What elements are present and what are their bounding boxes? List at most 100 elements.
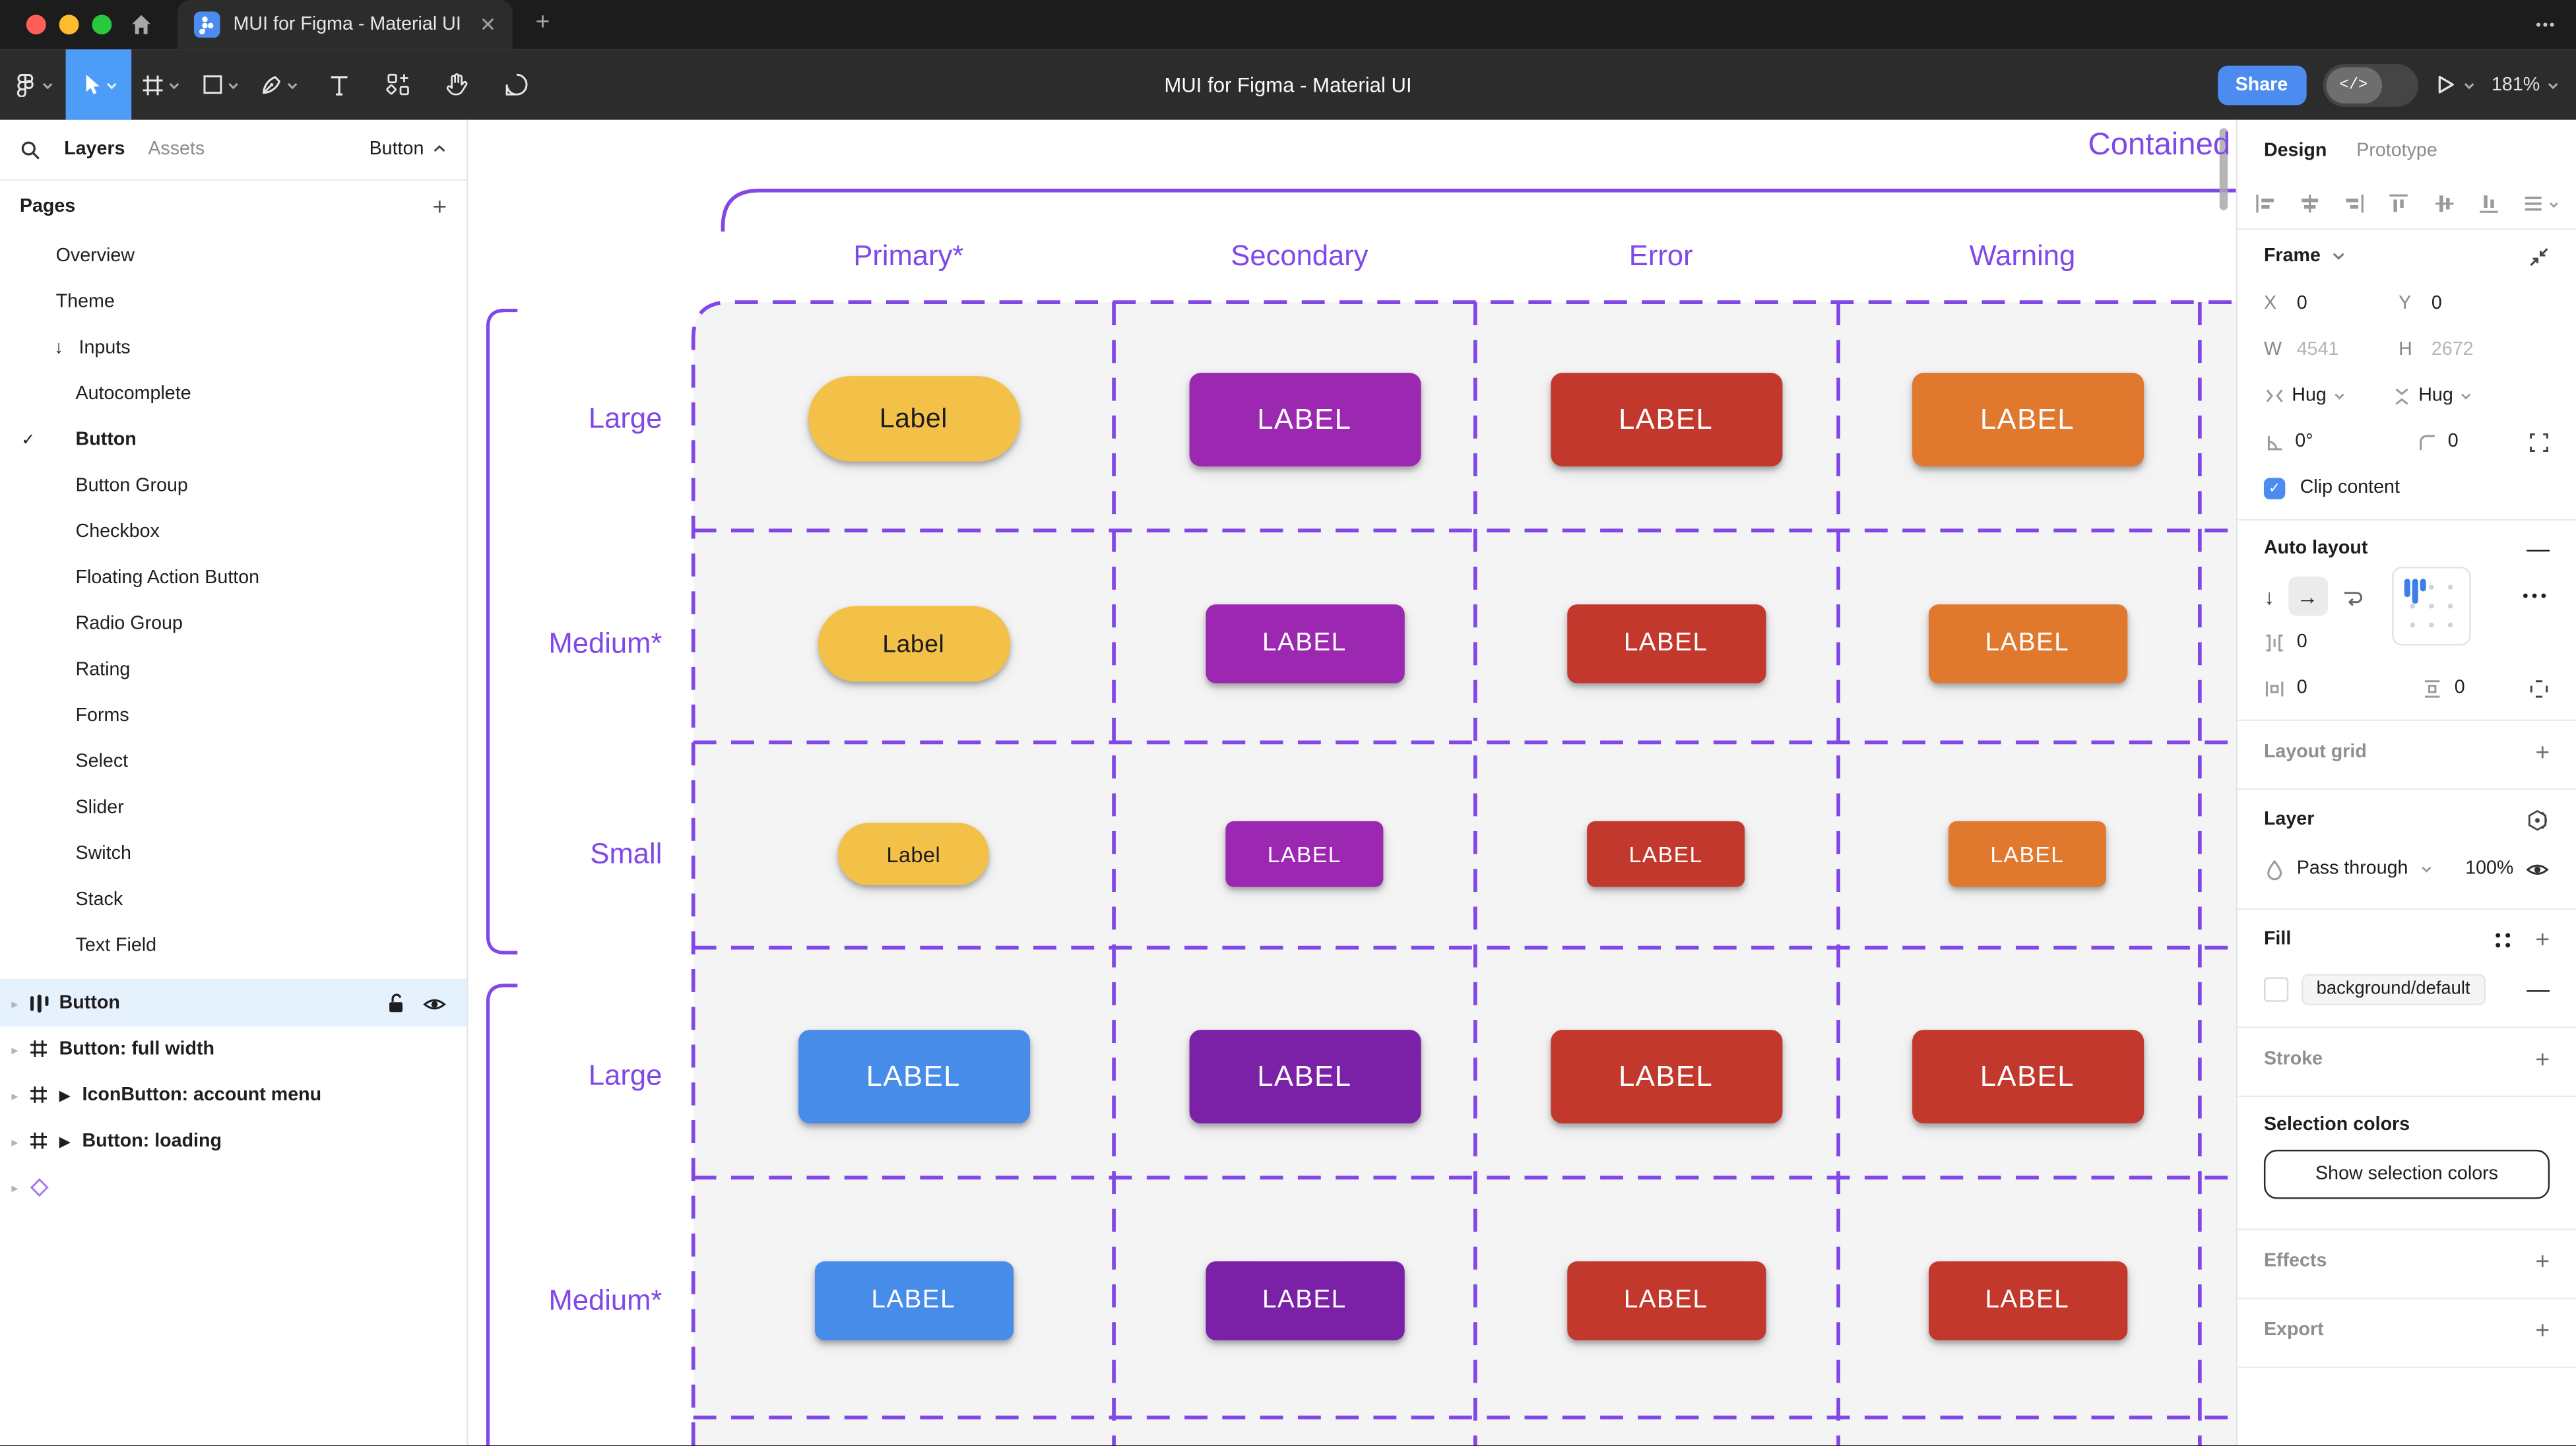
- resources-tool-button[interactable]: [368, 49, 428, 120]
- align-top-icon[interactable]: [2388, 192, 2411, 215]
- page-selector[interactable]: Button: [370, 140, 447, 160]
- remove-fill-button[interactable]: —: [2527, 975, 2550, 1002]
- add-effect-button[interactable]: +: [2535, 1247, 2550, 1276]
- canvas-button-r1c3[interactable]: LABEL: [1550, 371, 1782, 466]
- fill-color-swatch[interactable]: [2263, 976, 2289, 1001]
- distribute-menu[interactable]: [2522, 192, 2560, 215]
- shrink-to-fit-icon[interactable]: [2528, 245, 2550, 267]
- add-fill-button[interactable]: +: [2535, 926, 2550, 954]
- auto-layout-vertical-icon[interactable]: ↓: [2263, 584, 2275, 609]
- y-field-value[interactable]: 0: [2431, 294, 2442, 314]
- auto-layout-wrap-icon[interactable]: [2340, 586, 2365, 607]
- page-item-theme[interactable]: Theme: [0, 279, 467, 325]
- shape-tool-button[interactable]: [191, 49, 250, 120]
- text-tool-button[interactable]: [309, 49, 368, 120]
- page-item-select[interactable]: Select: [0, 739, 467, 785]
- main-menu-button[interactable]: [0, 49, 66, 120]
- gap-value[interactable]: 0: [2296, 632, 2307, 652]
- page-item-stack[interactable]: Stack: [0, 877, 467, 924]
- auto-layout-alignment-pad[interactable]: [2392, 566, 2471, 646]
- add-export-button[interactable]: +: [2535, 1316, 2550, 1344]
- layer-item-button[interactable]: ▸ Button: [0, 980, 467, 1027]
- canvas-button-r3c3[interactable]: LABEL: [1587, 821, 1745, 887]
- layer-item--menu-[interactable]: ▸: [0, 1164, 467, 1210]
- independent-padding-icon[interactable]: [2528, 677, 2550, 699]
- frame-title[interactable]: Contained: [2088, 128, 2231, 163]
- x-field-value[interactable]: 0: [2296, 294, 2307, 314]
- unlock-icon[interactable]: [386, 992, 406, 1015]
- page-item-overview[interactable]: Overview: [0, 234, 467, 280]
- page-item-button[interactable]: ✓ Button: [0, 417, 467, 463]
- new-tab-button[interactable]: +: [535, 8, 550, 36]
- layer-item-button-full-width[interactable]: ▸ Button: full width: [0, 1026, 467, 1073]
- canvas-button-r2c3[interactable]: LABEL: [1566, 604, 1766, 683]
- layer-item-button-loading[interactable]: ▸ ▶ Button: loading: [0, 1119, 467, 1165]
- blend-mode-icon[interactable]: [2525, 807, 2550, 832]
- traffic-light-zoom[interactable]: [92, 15, 112, 35]
- zoom-level-control[interactable]: 181%: [2492, 75, 2560, 94]
- fill-styles-icon[interactable]: [2494, 930, 2512, 948]
- export-section-header[interactable]: Export: [2263, 1320, 2324, 1340]
- stroke-section-header[interactable]: Stroke: [2263, 1049, 2323, 1069]
- canvas-button-r1c4[interactable]: LABEL: [1911, 371, 2143, 466]
- canvas-button-r2c4[interactable]: LABEL: [1927, 604, 2127, 683]
- frame-tool-button[interactable]: [131, 49, 191, 120]
- canvas-button-r3c1[interactable]: Label: [837, 823, 989, 886]
- blend-mode-value[interactable]: Pass through: [2296, 859, 2408, 879]
- page-item-rating[interactable]: Rating: [0, 647, 467, 693]
- auto-layout-section-header[interactable]: Auto layout: [2263, 538, 2368, 559]
- file-tab[interactable]: MUI for Figma - Material UI ✕: [177, 0, 513, 49]
- search-icon[interactable]: [20, 139, 41, 160]
- align-right-icon[interactable]: [2343, 192, 2366, 215]
- dev-mode-toggle[interactable]: </>: [2322, 63, 2418, 106]
- height-field-value[interactable]: 2672: [2431, 340, 2474, 360]
- canvas-button-r4c2[interactable]: LABEL: [1188, 1028, 1421, 1123]
- canvas-button-r5c1[interactable]: LABEL: [814, 1261, 1013, 1340]
- show-selection-colors-button[interactable]: Show selection colors: [2263, 1149, 2550, 1199]
- tab-close-icon[interactable]: ✕: [479, 13, 496, 36]
- align-left-icon[interactable]: [2254, 192, 2277, 215]
- canvas-button-r4c3[interactable]: LABEL: [1550, 1028, 1782, 1123]
- page-item-slider[interactable]: Slider: [0, 785, 467, 831]
- expand-chevron-icon[interactable]: ▸: [11, 996, 18, 1011]
- present-button[interactable]: [2434, 74, 2475, 95]
- frame-section-header[interactable]: Frame: [2263, 246, 2321, 267]
- page-item-inputs[interactable]: ↓ Inputs: [0, 325, 467, 371]
- share-button[interactable]: Share: [2217, 65, 2306, 105]
- hug-horizontal-value[interactable]: Hug: [2292, 386, 2327, 406]
- canvas-button-r2c2[interactable]: LABEL: [1205, 604, 1404, 683]
- clip-content-checkbox[interactable]: ✓: [2263, 477, 2286, 499]
- auto-layout-more-options[interactable]: •••: [2523, 587, 2550, 606]
- width-field-value[interactable]: 4541: [2296, 340, 2339, 360]
- page-item-autocomplete[interactable]: Autocomplete: [0, 371, 467, 418]
- corner-radius-value[interactable]: 0: [2447, 431, 2459, 452]
- tab-assets[interactable]: Assets: [148, 139, 205, 160]
- canvas[interactable]: Contained Primary* Secondary Error Warning L…: [468, 119, 2236, 1446]
- expand-chevron-icon[interactable]: ▸: [11, 1042, 18, 1057]
- canvas-button-r4c4[interactable]: LABEL: [1911, 1028, 2143, 1123]
- tab-design[interactable]: Design: [2263, 140, 2327, 160]
- align-horizontal-center-icon[interactable]: [2299, 192, 2322, 215]
- canvas-button-r4c1[interactable]: LABEL: [797, 1028, 1029, 1123]
- independent-corners-icon[interactable]: [2528, 431, 2550, 453]
- page-item-switch[interactable]: Switch: [0, 831, 467, 877]
- remove-auto-layout-button[interactable]: —: [2527, 535, 2550, 562]
- layer-opacity-value[interactable]: 100%: [2465, 859, 2514, 879]
- layer-visibility-eye-icon[interactable]: [2525, 860, 2550, 877]
- expand-chevron-icon[interactable]: ▸: [11, 1179, 18, 1195]
- hug-vertical-value[interactable]: Hug: [2418, 386, 2453, 406]
- tab-layers[interactable]: Layers: [64, 139, 125, 160]
- move-tool-button[interactable]: [65, 49, 132, 120]
- page-item-radio-group[interactable]: Radio Group: [0, 601, 467, 647]
- rotation-value[interactable]: 0°: [2295, 431, 2313, 452]
- comment-tool-button[interactable]: [486, 49, 546, 120]
- traffic-light-close[interactable]: [26, 15, 46, 35]
- layout-grid-section-header[interactable]: Layout grid: [2263, 742, 2367, 763]
- effects-section-header[interactable]: Effects: [2263, 1251, 2327, 1272]
- expand-chevron-icon[interactable]: ▸: [11, 1134, 18, 1149]
- page-item-button-group[interactable]: Button Group: [0, 463, 467, 509]
- vertical-padding-value[interactable]: 0: [2454, 678, 2465, 699]
- page-item-forms[interactable]: Forms: [0, 693, 467, 739]
- add-layout-grid-button[interactable]: +: [2535, 738, 2550, 767]
- pen-tool-button[interactable]: [249, 49, 309, 120]
